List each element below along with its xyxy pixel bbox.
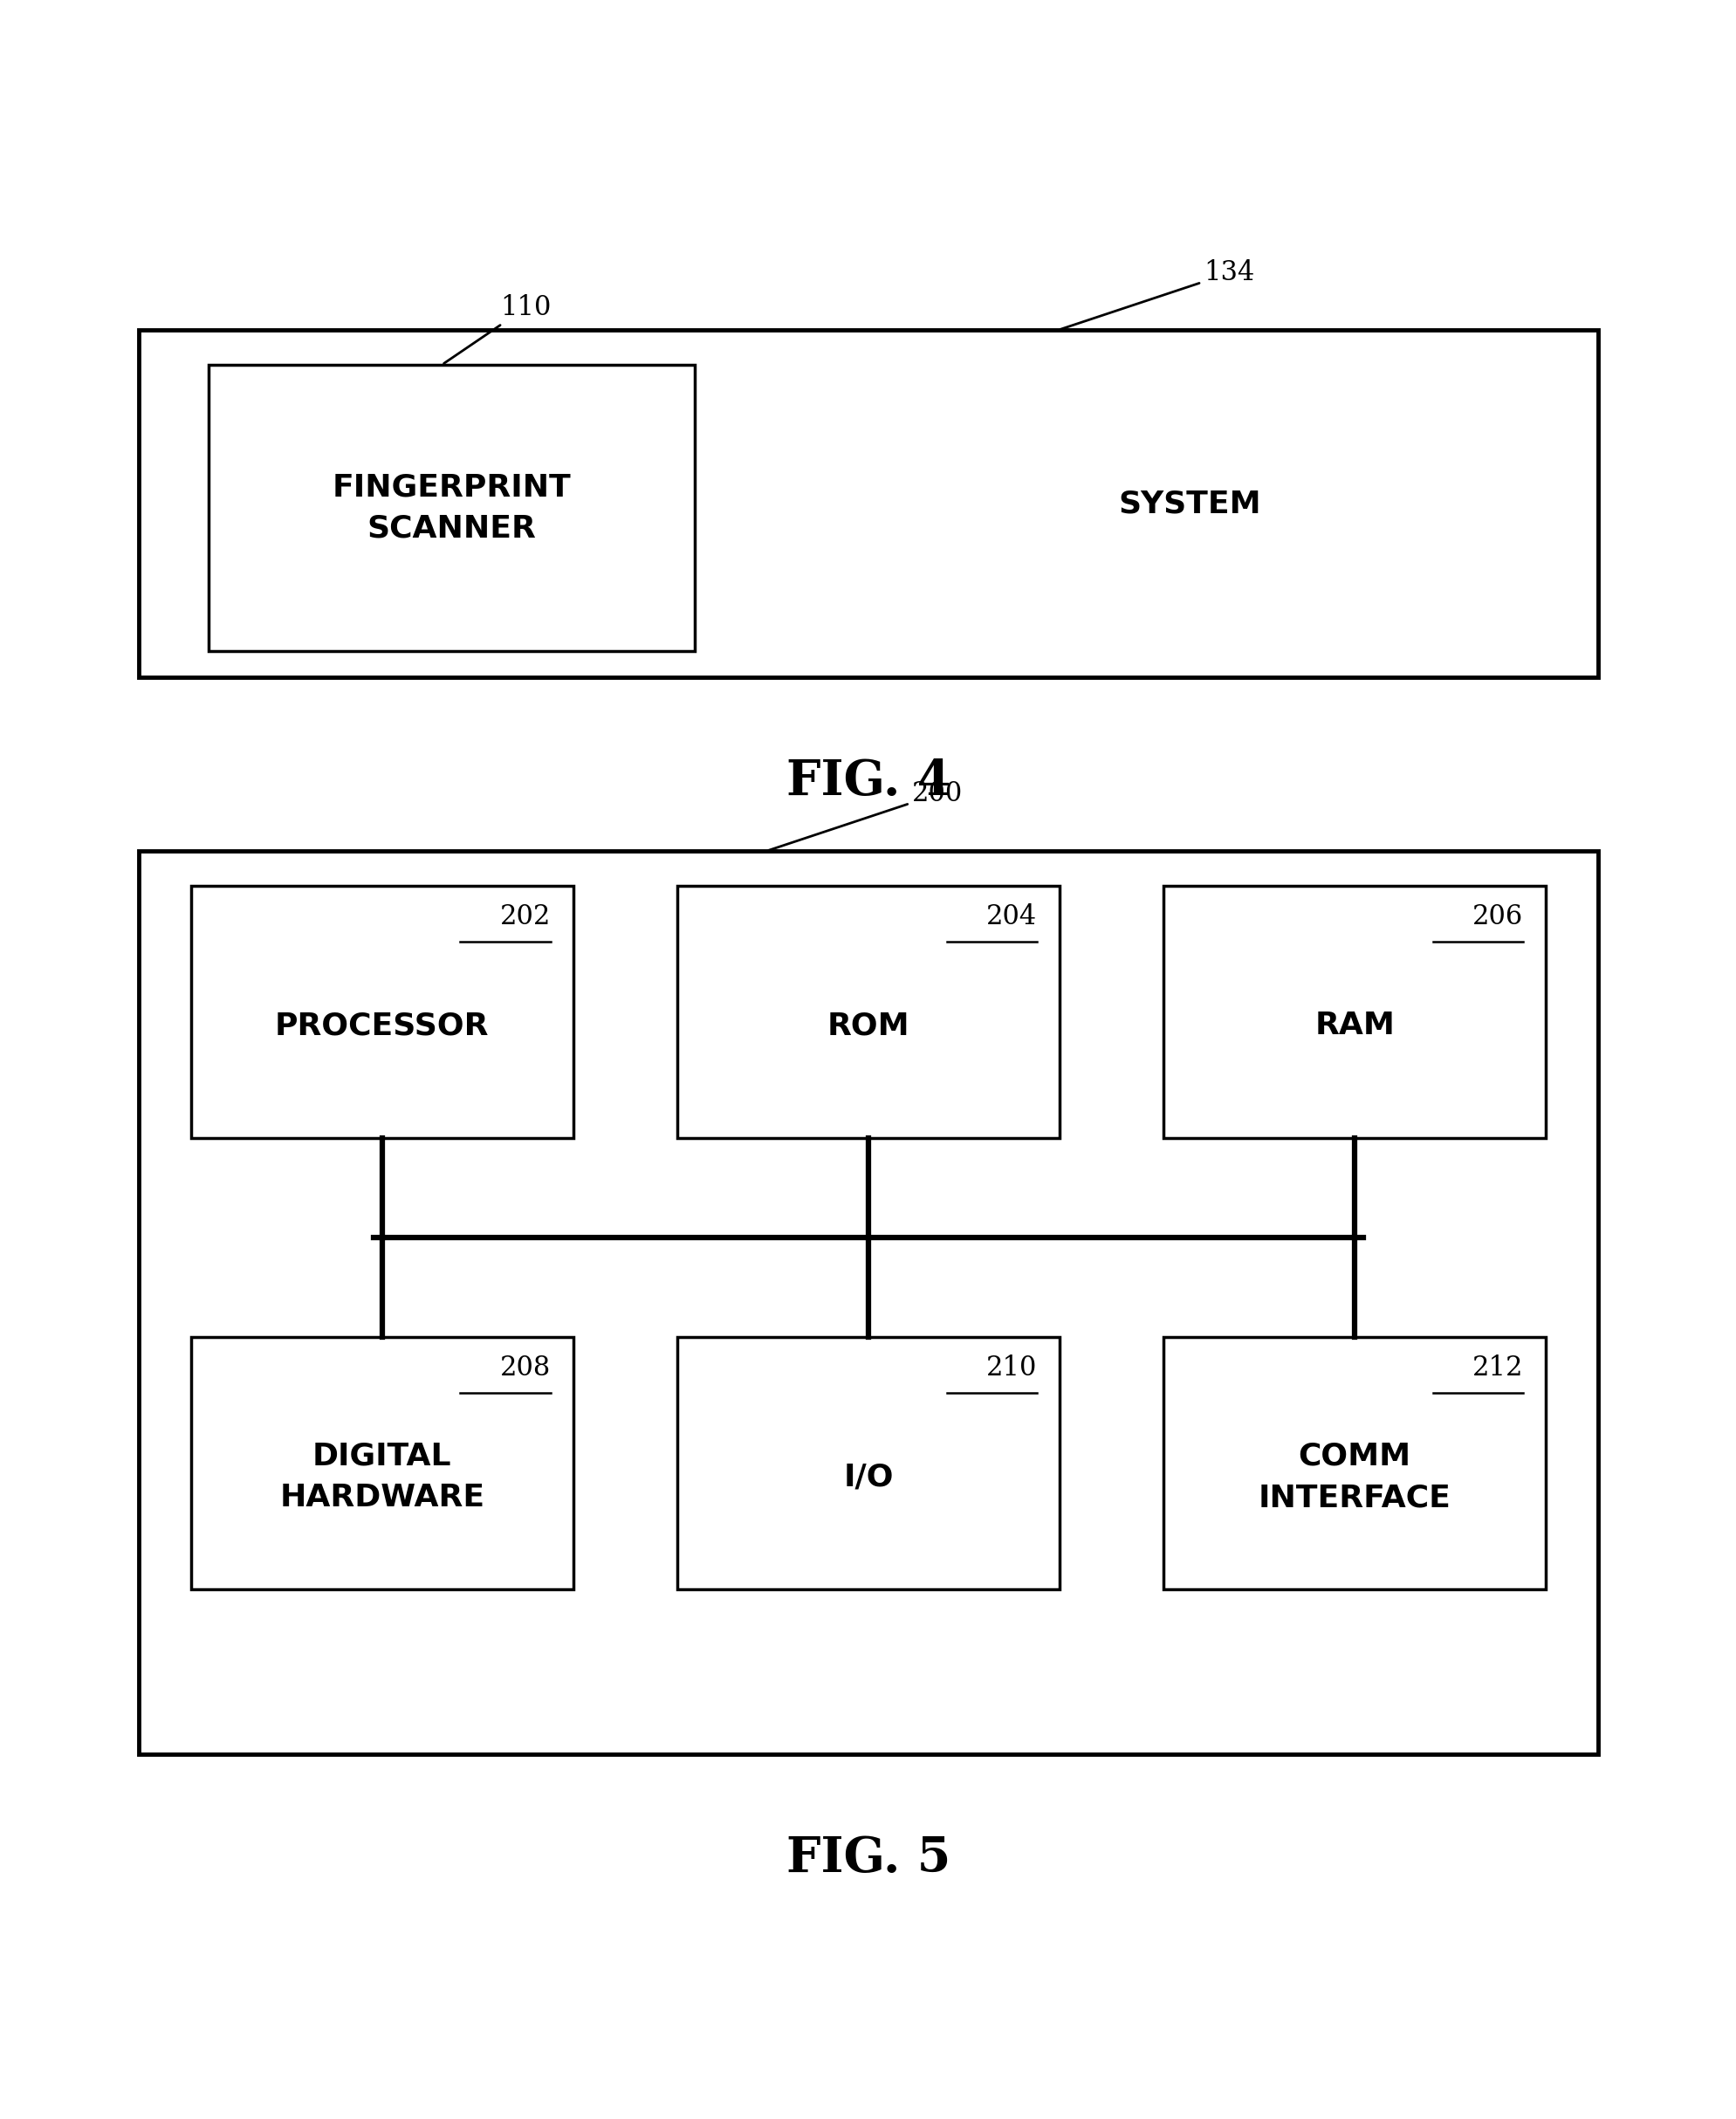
FancyBboxPatch shape	[139, 852, 1597, 1755]
Text: 110: 110	[444, 295, 550, 364]
Text: 134: 134	[1061, 261, 1253, 328]
FancyBboxPatch shape	[1163, 886, 1545, 1138]
Text: 208: 208	[500, 1354, 550, 1382]
Text: 206: 206	[1472, 903, 1522, 930]
Text: FINGERPRINT
SCANNER: FINGERPRINT SCANNER	[332, 473, 571, 545]
Text: DIGITAL
HARDWARE: DIGITAL HARDWARE	[279, 1441, 484, 1513]
Text: PROCESSOR: PROCESSOR	[274, 1011, 490, 1040]
FancyBboxPatch shape	[139, 331, 1597, 678]
Text: 202: 202	[500, 903, 550, 930]
Text: 212: 212	[1472, 1354, 1522, 1382]
FancyBboxPatch shape	[208, 364, 694, 651]
Text: 200: 200	[769, 780, 962, 850]
Text: SYSTEM: SYSTEM	[1118, 489, 1260, 519]
Text: RAM: RAM	[1314, 1011, 1394, 1040]
FancyBboxPatch shape	[191, 1337, 573, 1589]
Text: ROM: ROM	[826, 1011, 910, 1040]
Text: FIG. 5: FIG. 5	[786, 1835, 950, 1882]
Text: FIG. 4: FIG. 4	[786, 759, 950, 805]
FancyBboxPatch shape	[677, 1337, 1059, 1589]
FancyBboxPatch shape	[677, 886, 1059, 1138]
Text: 204: 204	[986, 903, 1036, 930]
FancyBboxPatch shape	[191, 886, 573, 1138]
Text: I/O: I/O	[844, 1462, 892, 1492]
FancyBboxPatch shape	[1163, 1337, 1545, 1589]
Text: COMM
INTERFACE: COMM INTERFACE	[1259, 1441, 1450, 1513]
Text: 210: 210	[986, 1354, 1036, 1382]
